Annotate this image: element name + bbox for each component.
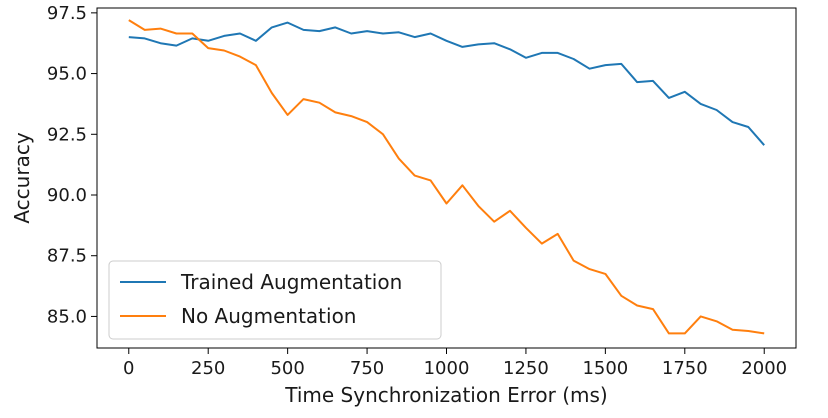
x-tick-label: 2000	[741, 358, 787, 379]
x-tick-label: 250	[191, 358, 225, 379]
x-axis-ticks: 0 250 500 750 1000 1250 1500 1750 2000	[123, 348, 787, 379]
y-tick-label: 92.5	[47, 124, 87, 145]
x-tick-label: 1250	[503, 358, 549, 379]
x-tick-label: 750	[350, 358, 384, 379]
x-tick-label: 1000	[424, 358, 470, 379]
y-tick-label: 87.5	[47, 246, 87, 267]
x-tick-label: 500	[270, 358, 304, 379]
y-tick-label: 97.5	[47, 3, 87, 24]
series-line-trained-augmentation	[128, 21, 765, 146]
y-axis-ticks: 85.0 87.5 90.0 92.5 95.0 97.5	[47, 3, 97, 327]
legend-label-trained-augmentation: Trained Augmentation	[180, 270, 402, 294]
y-tick-label: 95.0	[47, 64, 87, 85]
x-tick-label: 1500	[582, 358, 628, 379]
x-axis-label: Time Synchronization Error (ms)	[284, 383, 607, 407]
x-tick-label: 1750	[662, 358, 708, 379]
y-tick-label: 90.0	[47, 185, 87, 206]
legend: Trained Augmentation No Augmentation	[108, 260, 442, 340]
legend-box	[108, 260, 442, 340]
y-tick-label: 85.0	[47, 306, 87, 327]
y-axis-label: Accuracy	[10, 132, 34, 223]
x-tick-label: 0	[123, 358, 134, 379]
legend-label-no-augmentation: No Augmentation	[181, 304, 356, 328]
series-line-no-augmentation	[128, 19, 765, 335]
series-layer	[128, 19, 765, 335]
